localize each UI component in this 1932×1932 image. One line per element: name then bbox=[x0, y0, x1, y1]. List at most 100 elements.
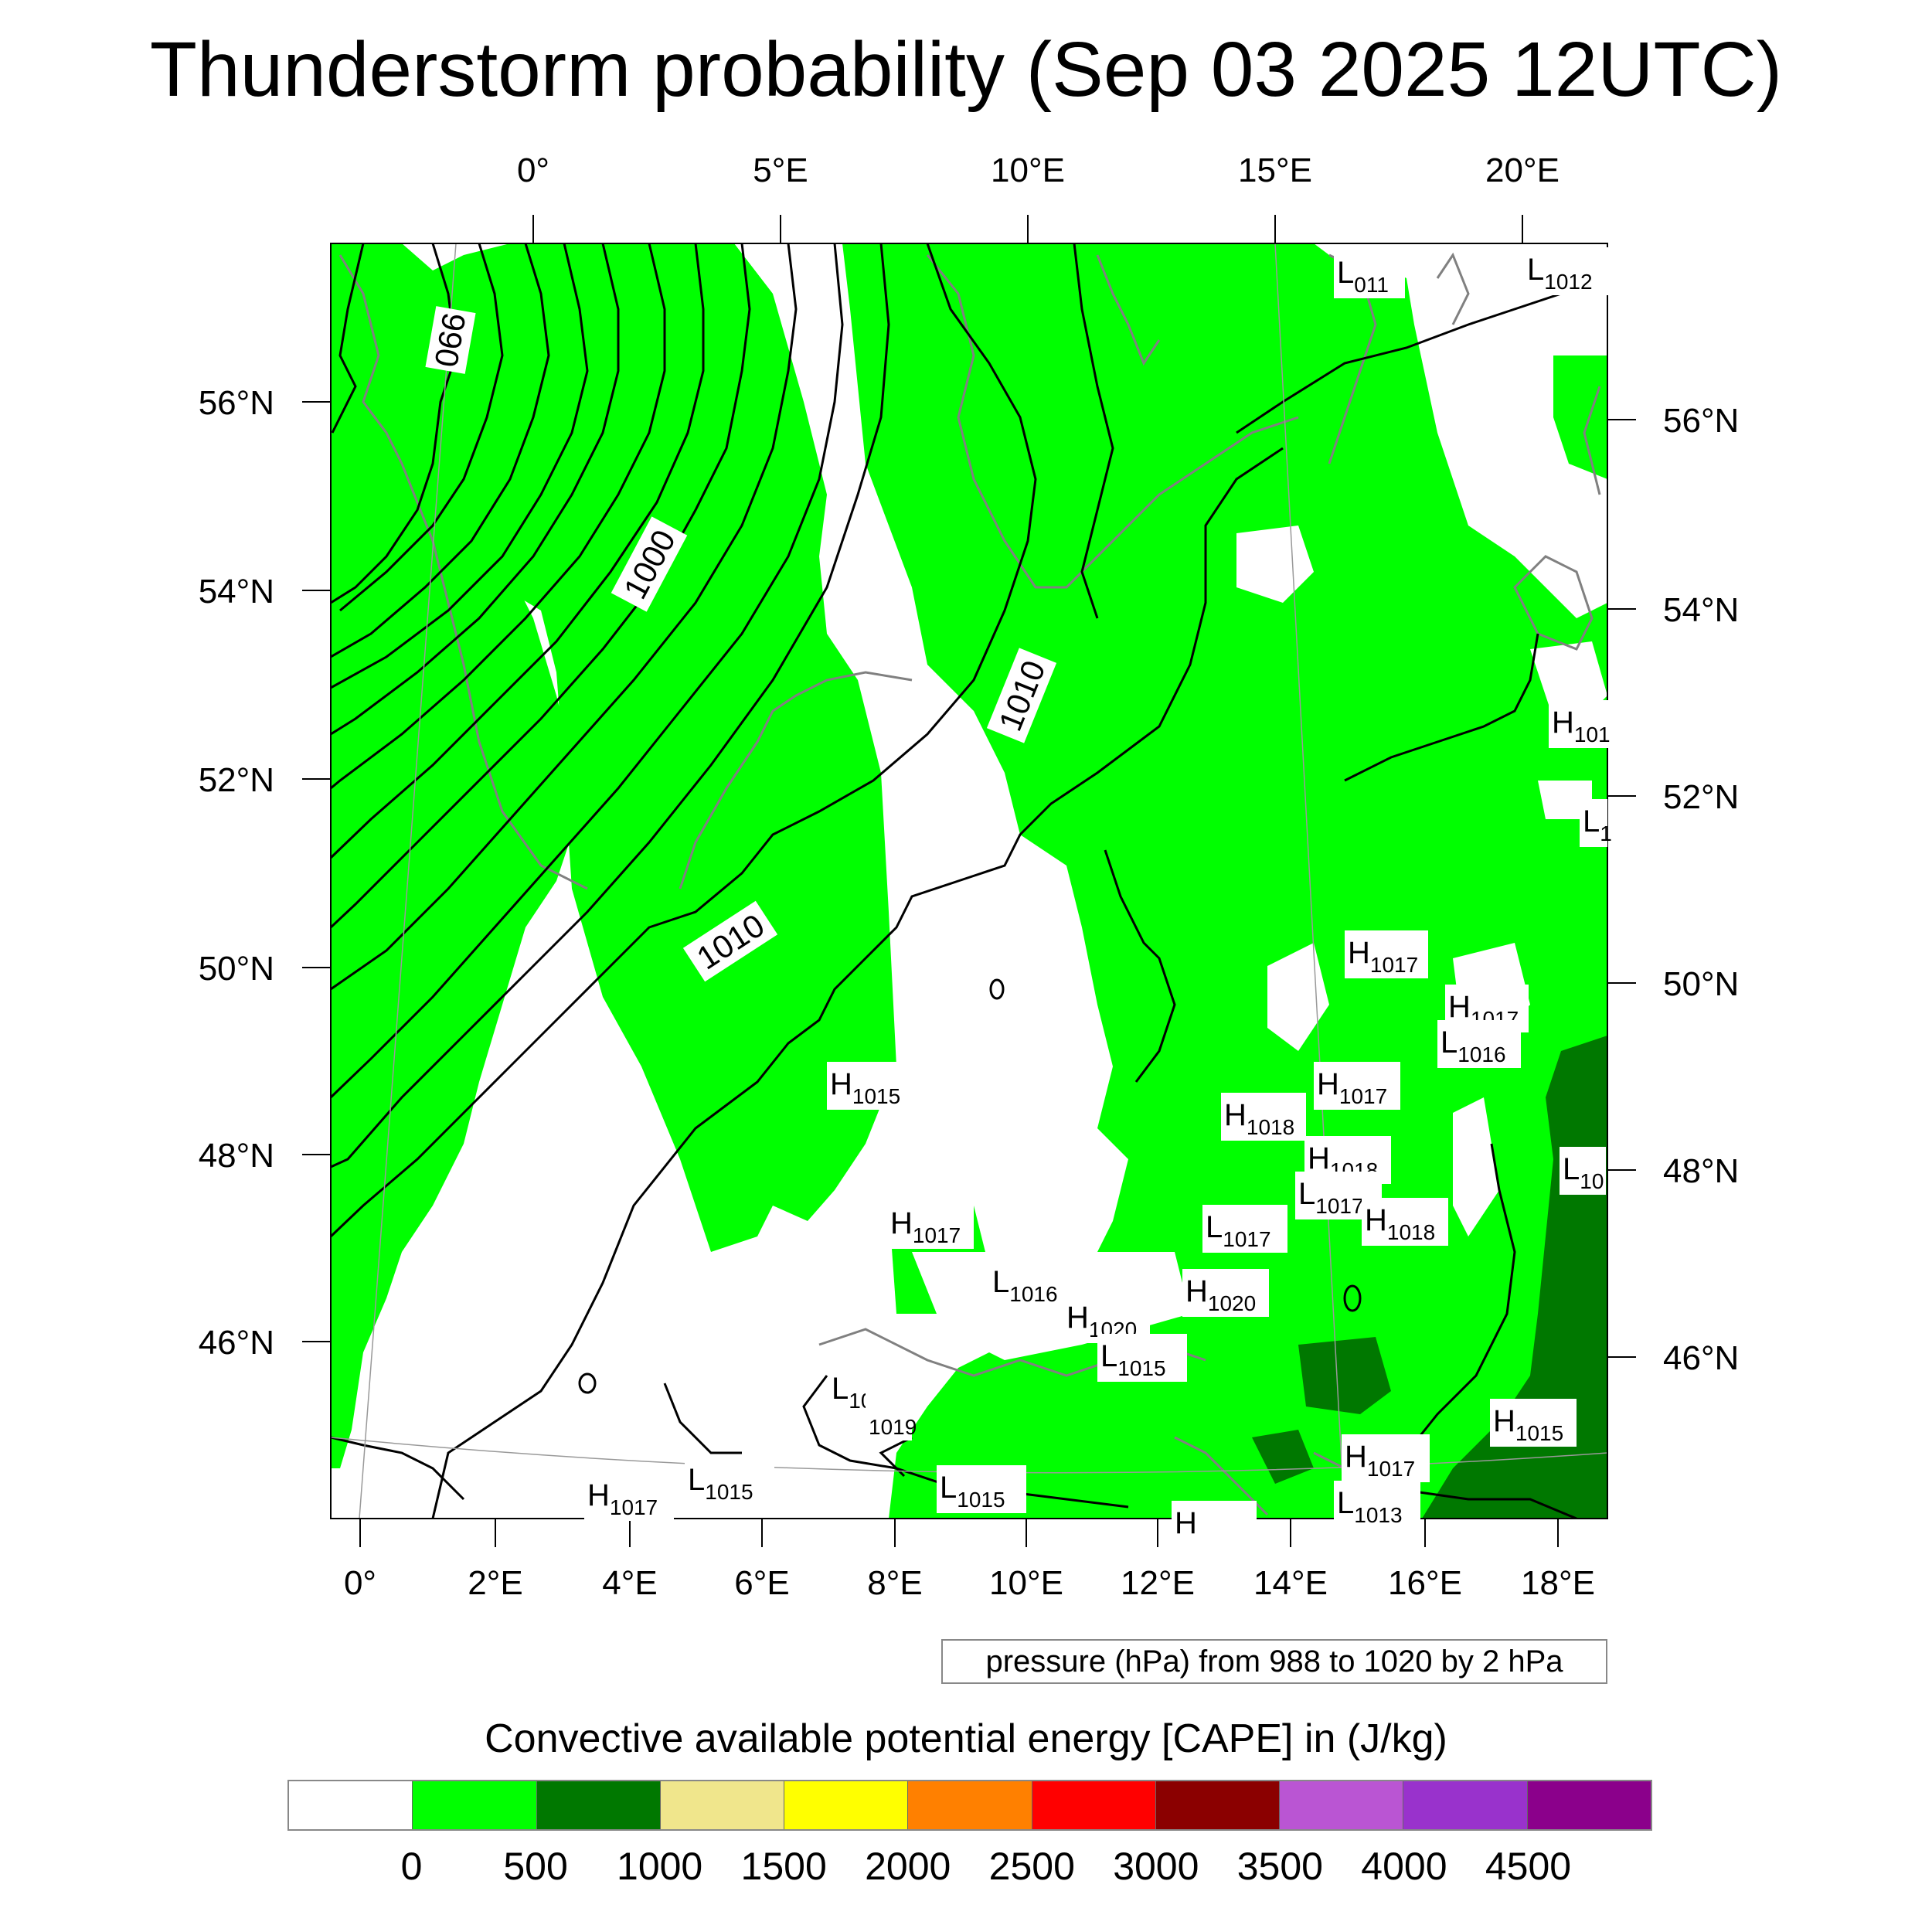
low-pressure-label: L1 bbox=[1580, 799, 1612, 847]
low-pressure-label: L1015 bbox=[685, 1458, 774, 1505]
pressure-letter: L bbox=[1563, 1152, 1580, 1186]
pressure-letter: L bbox=[1298, 1177, 1315, 1211]
colorbar-label: 2500 bbox=[988, 1845, 1075, 1888]
pressure-letter: H bbox=[1365, 1203, 1387, 1237]
right-lat-label: 46°N bbox=[1663, 1339, 1739, 1377]
pressure-value: 1017 bbox=[913, 1223, 961, 1247]
pressure-value: 1016 bbox=[1009, 1282, 1057, 1306]
pressure-letter: H bbox=[1348, 936, 1370, 970]
pressure-letter: H bbox=[1448, 990, 1471, 1024]
colorbar-label: 4500 bbox=[1485, 1845, 1572, 1888]
svg-text:H1017: H1017 bbox=[1345, 1440, 1415, 1481]
bottom-lon-label: 12°E bbox=[1121, 1564, 1195, 1602]
svg-text:H1017: H1017 bbox=[587, 1478, 658, 1519]
pressure-letter: L bbox=[1337, 256, 1354, 290]
pressure-value: 1 bbox=[1600, 821, 1612, 845]
pressure-letter: L bbox=[832, 1372, 849, 1406]
high-pressure-label: H1018 bbox=[1362, 1198, 1448, 1246]
bottom-lon-label: 18°E bbox=[1521, 1564, 1595, 1602]
low-pressure-label: L1017 bbox=[1295, 1172, 1382, 1219]
pressure-letter: H bbox=[1552, 706, 1574, 740]
low-pressure-label: L10 bbox=[1560, 1147, 1606, 1195]
pressure-value-label: 1019 bbox=[866, 1393, 917, 1440]
high-pressure-label: H1015 bbox=[1490, 1399, 1577, 1447]
high-pressure-label: H1017 bbox=[1342, 1434, 1430, 1482]
pressure-value: 1018 bbox=[1247, 1115, 1294, 1139]
svg-text:L011: L011 bbox=[1337, 256, 1389, 297]
svg-text:H1015: H1015 bbox=[1493, 1404, 1563, 1445]
pressure-letter: L bbox=[1337, 1486, 1354, 1520]
colorbar-swatch bbox=[784, 1781, 909, 1829]
pressure-letter: L bbox=[940, 1471, 957, 1505]
colorbar-label: 1500 bbox=[740, 1845, 827, 1888]
map-frame bbox=[330, 243, 1608, 1519]
pressure-value: 101 bbox=[1574, 723, 1611, 747]
isobars bbox=[331, 243, 1607, 1519]
top-lon-label: 10°E bbox=[991, 151, 1065, 189]
pressure-value: 1015 bbox=[705, 1480, 753, 1504]
colorbar-swatch bbox=[908, 1781, 1032, 1829]
low-pressure-label: L1015 bbox=[937, 1465, 1026, 1513]
pressure-value: 1015 bbox=[1117, 1356, 1165, 1380]
pressure-letter: H bbox=[587, 1478, 610, 1512]
colorbar bbox=[287, 1780, 1652, 1831]
pressure-note: pressure (hPa) from 988 to 1020 by 2 hPa bbox=[941, 1639, 1607, 1684]
right-lat-label: 54°N bbox=[1663, 591, 1739, 629]
pressure-letter: L bbox=[1583, 804, 1600, 838]
pressure-letter: H bbox=[1317, 1067, 1339, 1101]
pressure-letter: L bbox=[1527, 253, 1544, 287]
pressure-value: 1018 bbox=[1387, 1220, 1435, 1244]
svg-text:L1015: L1015 bbox=[1100, 1339, 1166, 1380]
pressure-value: 1017 bbox=[1315, 1194, 1363, 1218]
pressure-letter: H bbox=[1185, 1274, 1208, 1308]
colorbar-swatch bbox=[536, 1781, 661, 1829]
pressure-value: 1015 bbox=[1515, 1421, 1563, 1445]
low-pressure-label: L1017 bbox=[1202, 1205, 1287, 1253]
low-pressure-label: L011 bbox=[1334, 250, 1405, 298]
colorbar-swatch bbox=[660, 1781, 785, 1829]
pressure-letter: H bbox=[1066, 1301, 1089, 1335]
svg-text:L10: L10 bbox=[1563, 1152, 1604, 1193]
svg-text:H1017: H1017 bbox=[890, 1206, 961, 1247]
svg-text:H1018: H1018 bbox=[1224, 1098, 1294, 1139]
top-lon-label: 0° bbox=[517, 151, 549, 189]
bottom-lon-label: 0° bbox=[344, 1564, 376, 1602]
left-lat-label: 50°N bbox=[199, 950, 274, 988]
pressure-letter: L bbox=[992, 1265, 1009, 1299]
top-lon-label: 5°E bbox=[753, 151, 808, 189]
axis-ticks bbox=[302, 215, 1636, 1547]
bottom-lon-label: 4°E bbox=[602, 1564, 657, 1602]
colorbar-swatch bbox=[1403, 1781, 1528, 1829]
svg-text:H1015: H1015 bbox=[830, 1067, 900, 1108]
colorbar-swatch bbox=[1280, 1781, 1404, 1829]
svg-text:1019: 1019 bbox=[869, 1415, 917, 1439]
pressure-letter: H bbox=[1175, 1506, 1197, 1540]
pressure-value: 1017 bbox=[610, 1495, 658, 1519]
high-pressure-label: H101 bbox=[1549, 700, 1611, 748]
colorbar-label: 2000 bbox=[865, 1845, 951, 1888]
svg-text:L1017: L1017 bbox=[1206, 1210, 1271, 1251]
pressure-letter: H bbox=[890, 1206, 913, 1240]
high-pressure-label: H1020 bbox=[1063, 1295, 1150, 1343]
bottom-lon-label: 6°E bbox=[734, 1564, 789, 1602]
high-pressure-label: H1015 bbox=[827, 1062, 912, 1110]
top-lon-label: 15°E bbox=[1238, 151, 1312, 189]
colorbar-swatch bbox=[413, 1781, 537, 1829]
pressure-value: 1015 bbox=[852, 1084, 900, 1108]
left-lat-labels: 56°N 54°N 52°N 50°N 48°N 46°N bbox=[199, 384, 274, 1362]
top-lon-label: 20°E bbox=[1485, 151, 1560, 189]
high-pressure-label: H1018 bbox=[1221, 1093, 1306, 1141]
colorbar-swatch bbox=[289, 1781, 413, 1829]
pressure-value: 1012 bbox=[1544, 270, 1592, 294]
right-lat-label: 52°N bbox=[1663, 778, 1739, 816]
right-lat-label: 48°N bbox=[1663, 1152, 1739, 1190]
colorbar-label: 3000 bbox=[1113, 1845, 1199, 1888]
colorbar-label: 3500 bbox=[1236, 1845, 1323, 1888]
svg-text:H: H bbox=[1175, 1506, 1197, 1540]
colorbar-title: Convective available potential energy [C… bbox=[485, 1716, 1447, 1761]
high-pressure-label: H bbox=[1172, 1501, 1257, 1549]
right-lat-label: 50°N bbox=[1663, 965, 1739, 1003]
low-pressure-label: L1016 bbox=[1437, 1020, 1521, 1068]
